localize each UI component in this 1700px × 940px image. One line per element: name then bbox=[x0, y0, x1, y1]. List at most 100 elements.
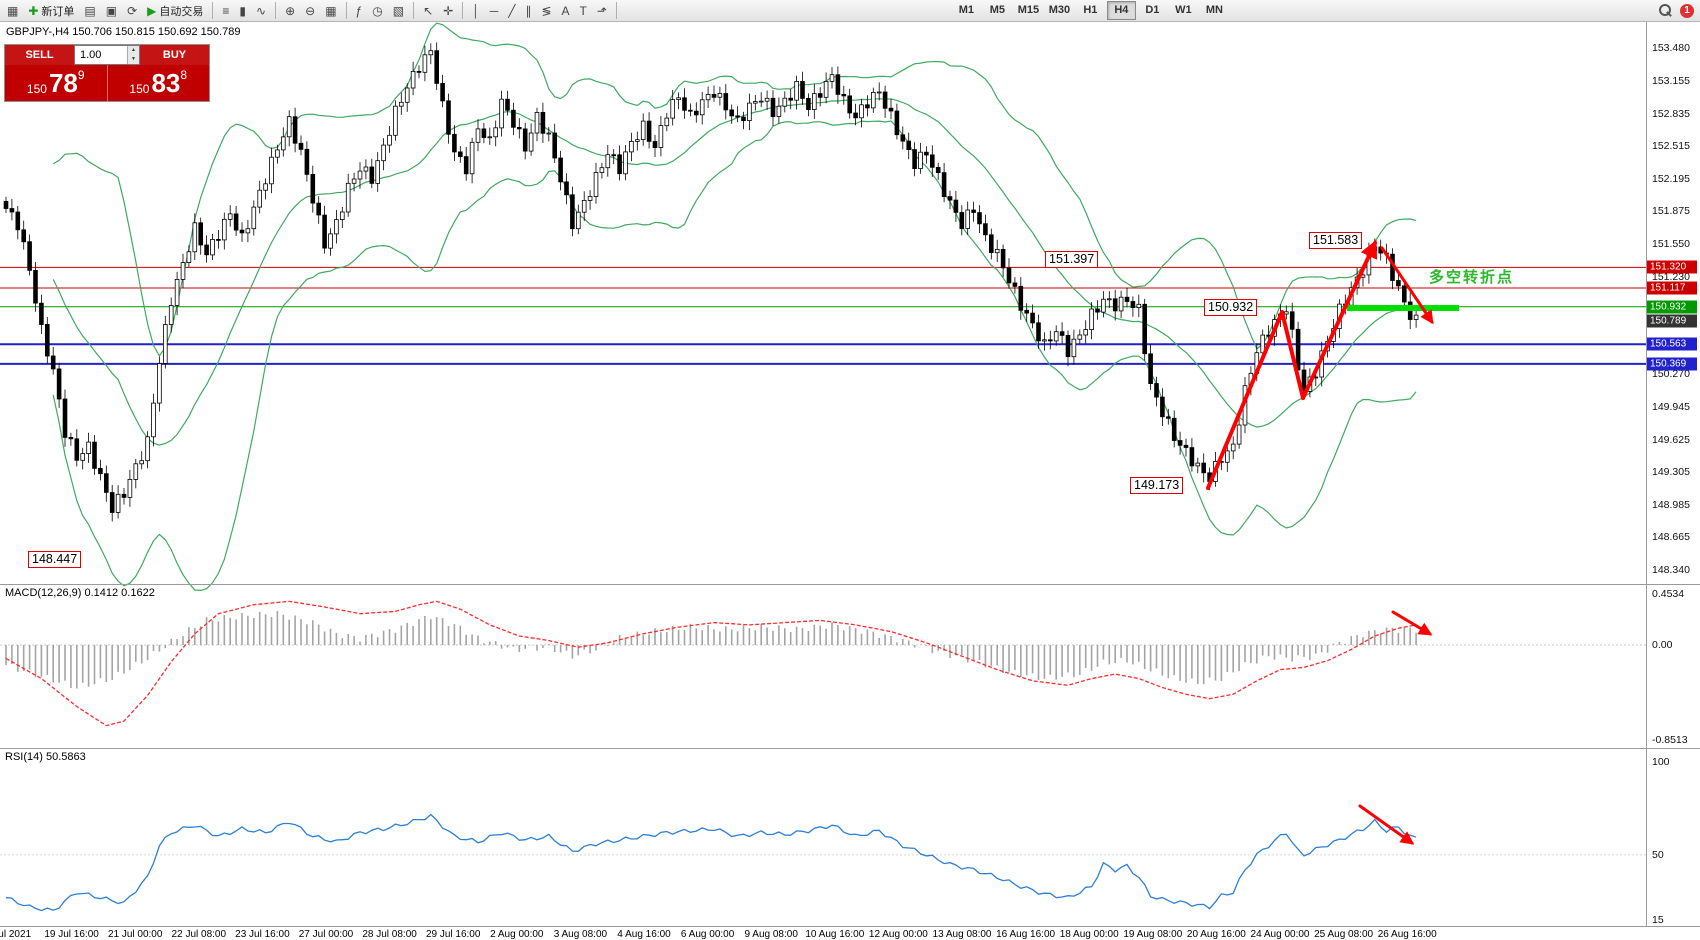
templates-button[interactable]: ▧ bbox=[389, 0, 408, 21]
price-callout[interactable]: 151.397 bbox=[1045, 251, 1099, 268]
impulse-up-arrow-2[interactable] bbox=[1301, 239, 1378, 400]
line-chart-icon: ∿ bbox=[256, 3, 267, 18]
volume-down-button[interactable]: ▼ bbox=[128, 55, 139, 64]
zoom-out-button[interactable]: ⊖ bbox=[301, 0, 319, 21]
time-axis-label: 20 Aug 16:00 bbox=[1186, 929, 1246, 940]
horizontal-line-icon: ─ bbox=[489, 3, 499, 18]
tile-windows-button[interactable]: ▦ bbox=[321, 0, 340, 21]
time-axis-label: 13 Aug 08:00 bbox=[932, 929, 992, 940]
volume-value[interactable]: 1.00 bbox=[80, 49, 102, 61]
zoom-out-icon: ⊖ bbox=[305, 3, 316, 18]
sell-price-pips: 78 bbox=[48, 68, 78, 98]
level-lines[interactable] bbox=[0, 266, 1646, 365]
rsi-down-arrow[interactable] bbox=[1358, 804, 1415, 845]
price-axis-label: 148.985 bbox=[1652, 498, 1690, 511]
price-axis-label: 152.195 bbox=[1652, 172, 1690, 185]
time-axis-label: 3 Aug 08:00 bbox=[553, 929, 608, 940]
panel-separator-macd-rsi[interactable] bbox=[0, 748, 1700, 749]
channel-button[interactable]: ∥ bbox=[521, 0, 535, 21]
bar-chart-button[interactable]: ≡ bbox=[218, 0, 233, 21]
toolbar-separator bbox=[615, 2, 617, 19]
timeframe-mn-button[interactable]: MN bbox=[1205, 4, 1223, 16]
price-axis-label: 152.835 bbox=[1652, 107, 1690, 120]
autotrading-button-button[interactable]: ▶ 自动交易 bbox=[143, 0, 207, 21]
timeframe-m5-button[interactable]: M5 bbox=[989, 4, 1006, 16]
timeframe-m1-button[interactable]: M1 bbox=[958, 4, 975, 16]
vertical-line-icon: │ bbox=[472, 3, 480, 18]
channel-icon: ∥ bbox=[525, 3, 532, 18]
price-axis-label: 148.340 bbox=[1652, 564, 1690, 576]
price-axis-separator bbox=[1646, 22, 1647, 926]
price-axis-label: 148.665 bbox=[1652, 531, 1690, 543]
timeframe-d1-button[interactable]: D1 bbox=[1145, 4, 1160, 16]
price-axis-label: 153.480 bbox=[1652, 42, 1690, 54]
sell-header[interactable]: SELL bbox=[5, 45, 74, 65]
charts-menu-icon: ▤ bbox=[84, 3, 96, 18]
text-button[interactable]: A bbox=[558, 0, 574, 21]
macd-axis-label: 0.4534 bbox=[1652, 588, 1685, 601]
macd-axis-label: 0.00 bbox=[1652, 639, 1673, 651]
candlestick-chart-button[interactable]: ▮ bbox=[235, 0, 250, 21]
price-level-tag: 151.117 bbox=[1647, 281, 1697, 295]
buy-header[interactable]: BUY bbox=[140, 45, 209, 65]
turning-point-label[interactable]: 多空转折点 bbox=[1429, 269, 1515, 286]
cursor-button[interactable]: ↖ bbox=[419, 0, 437, 21]
one-click-trading-panel: SELL 1.00 ▲ ▼ BUY 150 78 9 150 83 8 bbox=[4, 44, 210, 102]
fibonacci-button[interactable]: ≶ bbox=[537, 0, 555, 21]
impulse-up-arrow-1[interactable] bbox=[1206, 310, 1284, 490]
toolbar-groups: ▦ ✚ 新订单 ▤ ▣ ⟳ ▶ 自动交易 ≡ ▮ ∿ ⊕ ⊖ ▦ ƒ ◷ ▧ ↖ ✛ │ ─ ╱ ∥ ≶ A T ⬏ bbox=[2, 0, 612, 22]
buy-price-pips: 83 bbox=[151, 68, 181, 98]
indicators-button[interactable]: ƒ bbox=[352, 0, 367, 21]
price-callout[interactable]: 150.932 bbox=[1204, 299, 1258, 316]
profiles-button[interactable]: ▣ bbox=[102, 0, 121, 21]
label-icon: T bbox=[579, 3, 587, 18]
sell-button[interactable]: 150 78 9 bbox=[5, 65, 107, 101]
new-chart-button[interactable]: ▦ bbox=[3, 0, 22, 21]
pullback-arrow[interactable] bbox=[1280, 310, 1305, 400]
volume-up-button[interactable]: ▲ bbox=[128, 46, 139, 55]
trendline-button[interactable]: ╱ bbox=[504, 0, 519, 21]
reversal-arrow[interactable] bbox=[1380, 246, 1434, 325]
price-axis-label: 150.270 bbox=[1652, 368, 1690, 380]
label-button[interactable]: T bbox=[576, 0, 591, 21]
macd-signal-line bbox=[5, 600, 1417, 727]
bollinger-bands bbox=[52, 22, 1417, 592]
period-button[interactable]: ◷ bbox=[368, 0, 386, 21]
price-axis-label: 152.515 bbox=[1652, 140, 1690, 152]
panel-separator-main-macd[interactable] bbox=[0, 584, 1700, 585]
toolbar-separator bbox=[275, 2, 277, 19]
toolbar-separator bbox=[462, 2, 464, 19]
search-icon[interactable] bbox=[1658, 3, 1673, 18]
price-level-tag: 150.789 bbox=[1647, 314, 1697, 328]
new-order-button-button[interactable]: ✚ 新订单 bbox=[24, 0, 78, 21]
volume-field[interactable]: 1.00 ▲ ▼ bbox=[74, 45, 140, 65]
new-order-button: ✚ bbox=[28, 3, 39, 18]
timeframe-w1-button[interactable]: W1 bbox=[1175, 4, 1192, 16]
vertical-line-button[interactable]: │ bbox=[468, 0, 484, 21]
price-axis-label: 149.305 bbox=[1652, 466, 1690, 478]
timeframe-h4-button[interactable]: H4 bbox=[1106, 1, 1136, 20]
zoom-in-button[interactable]: ⊕ bbox=[281, 0, 299, 21]
timeframe-h1-button[interactable]: H1 bbox=[1083, 4, 1098, 16]
bollinger-lower bbox=[52, 120, 1417, 592]
trade-panel-header: SELL 1.00 ▲ ▼ BUY bbox=[5, 45, 209, 65]
notification-badge[interactable]: 1 bbox=[1680, 3, 1694, 18]
cursor-icon: ↖ bbox=[423, 3, 434, 18]
toolbar-separator bbox=[413, 2, 415, 19]
crosshair-button[interactable]: ✛ bbox=[439, 0, 457, 21]
charts-menu-button[interactable]: ▤ bbox=[80, 0, 99, 21]
shapes-dropdown-button[interactable]: ⬏ bbox=[593, 0, 611, 21]
timeframe-m15-button[interactable]: M15 bbox=[1017, 4, 1040, 16]
trendline-icon: ╱ bbox=[508, 3, 516, 18]
macd-down-arrow[interactable] bbox=[1391, 610, 1433, 636]
timeframe-m30-button[interactable]: M30 bbox=[1048, 4, 1071, 16]
price-callout[interactable]: 149.173 bbox=[1130, 477, 1184, 494]
buy-button[interactable]: 150 83 8 bbox=[108, 65, 210, 101]
price-callout[interactable]: 148.447 bbox=[28, 551, 82, 568]
refresh-button[interactable]: ⟳ bbox=[123, 0, 141, 21]
horizontal-line-button[interactable]: ─ bbox=[486, 0, 503, 21]
price-callout[interactable]: 151.583 bbox=[1309, 232, 1363, 249]
toolbar-separator bbox=[212, 2, 214, 19]
line-chart-button[interactable]: ∿ bbox=[252, 0, 270, 21]
